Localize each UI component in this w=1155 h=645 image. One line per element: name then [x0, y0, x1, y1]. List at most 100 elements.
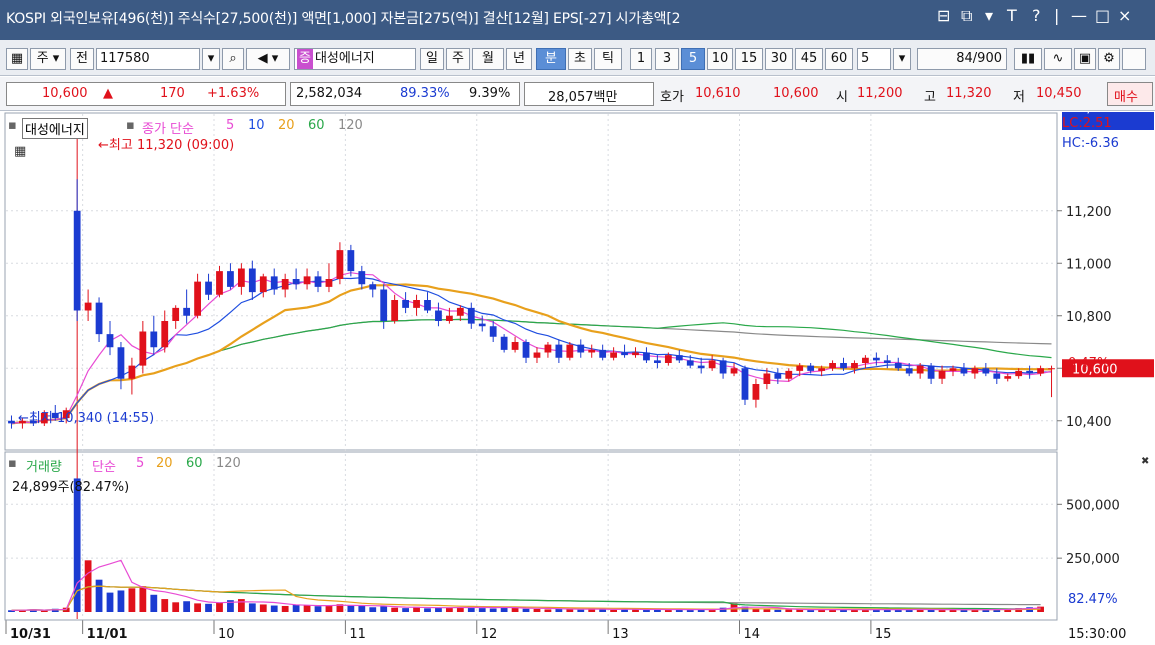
period-week[interactable]: 주: [446, 48, 470, 70]
interval-dropdown[interactable]: ▾: [893, 48, 911, 70]
candle: [555, 339, 563, 363]
volume-last-pct: 82.47%: [1068, 592, 1118, 607]
volume-bar: [533, 608, 541, 612]
candle: [128, 357, 136, 395]
minute-1[interactable]: 1: [630, 48, 652, 70]
volume-box: [290, 82, 520, 106]
volume-menu-icon[interactable]: ▪: [8, 456, 17, 471]
volume-bar: [270, 605, 278, 612]
volume-current: 24,899주(82.47%): [12, 480, 130, 495]
volume-bar: [577, 609, 585, 612]
code-input[interactable]: 117580: [96, 48, 200, 70]
price-tick-label: 10,800: [1066, 310, 1112, 325]
gear-icon[interactable]: ⚙: [1098, 48, 1120, 70]
time-tick-label: 11: [349, 627, 366, 642]
grid-icon[interactable]: ▦: [14, 144, 27, 159]
volume-bar: [84, 560, 92, 612]
minute-5[interactable]: 5: [681, 48, 705, 70]
indicator-icon[interactable]: ∿: [1044, 48, 1072, 70]
volume-bar: [358, 605, 366, 612]
minute-30[interactable]: 30: [765, 48, 793, 70]
turnover: 9.39%: [469, 86, 511, 101]
candle: [949, 365, 957, 377]
minute-10[interactable]: 10: [707, 48, 733, 70]
candlestick-chart[interactable]: 11,200 11,000 10,800 10,600 10,400 10/31 11/01…: [0, 101, 1155, 645]
period-tick[interactable]: 틱: [594, 48, 622, 70]
candle: [872, 352, 880, 366]
chart-menu-icon[interactable]: ▪: [8, 118, 17, 133]
period-minute[interactable]: 분: [536, 48, 566, 70]
volume-legend-120: 120: [216, 456, 241, 471]
save-icon[interactable]: ▣: [1074, 48, 1096, 70]
volume-bar: [456, 607, 464, 612]
hc-label: HC:-6.36: [1062, 136, 1119, 151]
volume-bar: [522, 608, 530, 612]
stock-info-text: KOSPI 외국인보유[496(천)] 주식수[27,500(천)] 액면[1,…: [6, 11, 681, 27]
lc-label: LC:2.51: [1062, 116, 1112, 131]
minute-45[interactable]: 45: [795, 48, 823, 70]
volume-bar: [840, 609, 847, 612]
candle: [697, 357, 705, 374]
speaker-icon[interactable]: ◀ ▾: [246, 48, 290, 70]
chart-type-icon[interactable]: ▮▮: [1014, 48, 1042, 70]
interval-input[interactable]: 5: [857, 48, 891, 70]
volume-bar: [697, 608, 705, 612]
volume-bar: [227, 600, 234, 612]
volume-bar: [391, 607, 399, 612]
volume-ma20-line: [11, 585, 1041, 611]
candle: [391, 294, 399, 324]
volume-bar: [161, 599, 169, 612]
open-price: 11,200: [857, 86, 903, 101]
help-icon[interactable]: ?: [1032, 6, 1041, 25]
count-field[interactable]: 84/900: [917, 48, 1007, 70]
checkbox[interactable]: [1122, 48, 1146, 70]
volume-bar: [599, 609, 607, 612]
pin-icon[interactable]: ▾: [985, 6, 994, 25]
period-second[interactable]: 초: [568, 48, 592, 70]
volume-bar: [435, 607, 442, 612]
volume-bar: [949, 609, 957, 612]
current-pct-label: 0.47%: [1068, 356, 1110, 371]
minute-60[interactable]: 60: [825, 48, 853, 70]
candle: [478, 315, 486, 332]
period-month[interactable]: 월: [472, 48, 504, 70]
code-dropdown[interactable]: ▾: [202, 48, 220, 70]
minimize-icon[interactable]: —: [1071, 6, 1087, 25]
minute-3[interactable]: 3: [655, 48, 679, 70]
time-tick-label: 13: [612, 627, 629, 642]
candle: [664, 352, 672, 366]
all-button[interactable]: 전: [70, 48, 94, 70]
volume-bar: [380, 606, 388, 612]
period-year[interactable]: 년: [506, 48, 532, 70]
volume-bar: [40, 610, 48, 612]
stock-name-field[interactable]: 증 대성에너지: [294, 48, 416, 70]
candle: [1037, 365, 1044, 377]
volume-bar: [259, 604, 267, 612]
period-day[interactable]: 일: [420, 48, 444, 70]
close-icon[interactable]: ×: [1118, 6, 1132, 25]
restore-window-icon[interactable]: ⧉: [961, 6, 973, 25]
buy-button[interactable]: [1107, 82, 1153, 106]
candle: [632, 347, 639, 358]
volume-bar: [128, 588, 136, 612]
maximize-icon[interactable]: □: [1095, 6, 1111, 25]
market-select[interactable]: 주 ▾: [30, 48, 66, 70]
time-tick-label: 10/31: [10, 627, 51, 642]
current-price-marker: [1062, 359, 1154, 378]
close-pane-icon[interactable]: ✖: [1141, 456, 1150, 467]
volume-bar: [566, 609, 574, 612]
minute-15[interactable]: 15: [735, 48, 763, 70]
volume-tick-label: 500,000: [1066, 498, 1120, 513]
chart-area[interactable]: 11,200 11,000 10,800 10,600 10,400 10/31 11/01…: [0, 101, 1155, 645]
volume-bar: [511, 607, 519, 612]
candle: [259, 273, 267, 298]
font-icon[interactable]: T: [1007, 6, 1017, 25]
candle: [829, 360, 836, 371]
volume-bar: [829, 609, 836, 612]
volume-bar: [8, 610, 15, 612]
menu-icon[interactable]: ▦: [6, 48, 28, 70]
search-icon[interactable]: ⌕: [222, 48, 244, 70]
candle: [982, 363, 990, 377]
low-label: 저: [1013, 90, 1025, 105]
minimize-window-icon[interactable]: ⊟: [937, 6, 951, 25]
